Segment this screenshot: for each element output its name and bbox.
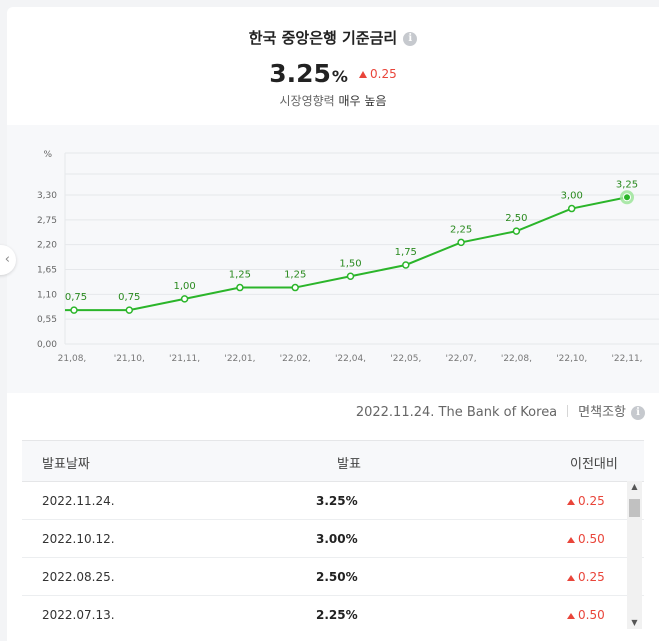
x-tick-label: '21,11,	[169, 354, 200, 364]
data-label: 1,75	[395, 247, 417, 258]
data-point	[346, 272, 355, 281]
triangle-up-icon	[359, 71, 368, 78]
data-point	[623, 193, 631, 202]
title-text: 한국 중앙은행 기준금리	[248, 29, 398, 47]
influence-label: 시장영향력	[279, 94, 335, 108]
x-tick-label: '22,01,	[224, 354, 255, 364]
divider	[567, 405, 569, 417]
data-label: 2,25	[450, 224, 472, 235]
data-point	[291, 283, 299, 292]
disclaimer-link[interactable]: 면책조항	[578, 405, 626, 420]
source-text: 2022.11.24. The Bank of Korea	[355, 405, 558, 420]
y-tick-label: 1,10	[37, 290, 57, 300]
table-header: 발표날짜 발표 이전대비	[22, 440, 644, 482]
row-change-value: 0.50	[578, 608, 605, 622]
interest-rate-card: 한국 중앙은행 기준금리 i 3.25% 0.25 시장영향력 매우 높음 % 0,…	[7, 7, 659, 641]
data-point	[512, 227, 521, 235]
row-change: 0.25	[567, 570, 605, 584]
table-row: 2022.08.25. 2.50% 0.25	[22, 558, 644, 596]
data-label: 0,75	[65, 292, 87, 303]
series-line	[65, 196, 628, 312]
chevron-left-icon[interactable]: ‹	[0, 245, 16, 275]
row-date: 2022.08.25.	[42, 570, 115, 584]
row-change-value: 0.25	[578, 570, 605, 584]
data-point	[567, 204, 576, 213]
y-tick-label: 1,65	[37, 266, 57, 276]
row-change: 0.25	[567, 494, 605, 508]
y-unit-label: %	[43, 150, 52, 160]
rate-change-value: 0.25	[370, 67, 397, 81]
x-tick-label: '22,04,	[335, 354, 366, 364]
x-tick-label: 21,08,	[58, 354, 87, 364]
table-row: 2022.11.24. 3.25% 0.25	[22, 482, 644, 520]
data-label: 3,00	[561, 191, 583, 202]
data-label: 2,50	[505, 213, 527, 224]
rate-change: 0.25	[359, 67, 397, 81]
row-rate: 2.25%	[316, 608, 358, 622]
info-icon[interactable]: i	[631, 405, 645, 420]
table-row: 2022.07.13. 2.25% 0.50	[22, 596, 644, 632]
y-tick-label: 2,75	[37, 216, 57, 226]
row-date: 2022.11.24.	[42, 494, 115, 508]
header-change: 이전대비	[570, 457, 618, 472]
table-body[interactable]: 2022.11.24. 3.25% 0.25 2022.10.12. 3.00%…	[22, 482, 644, 632]
data-point	[236, 283, 244, 292]
y-tick-label: 0,55	[37, 315, 57, 325]
x-tick-label: '22,07,	[446, 354, 477, 364]
table-row: 2022.10.12. 3.00% 0.50	[22, 520, 644, 558]
rate-history-table: 발표날짜 발표 이전대비 2022.11.24. 3.25% 0.25 2022…	[22, 440, 644, 632]
rate-unit: %	[331, 67, 348, 86]
row-rate: 3.25%	[316, 494, 358, 508]
triangle-up-icon	[567, 575, 575, 581]
row-date: 2022.10.12.	[42, 532, 115, 546]
scroll-up-arrow-icon[interactable]: ▲	[631, 482, 638, 491]
row-date: 2022.07.13.	[42, 608, 115, 622]
x-tick-label: '22,05,	[390, 354, 421, 364]
y-tick-label: 2,20	[37, 241, 57, 251]
triangle-up-icon	[567, 613, 575, 619]
triangle-up-icon	[567, 499, 575, 505]
row-change-value: 0.25	[578, 494, 605, 508]
info-icon[interactable]: i	[403, 31, 418, 46]
x-tick-label: '22,08,	[501, 354, 532, 364]
table-scrollbar[interactable]: ▲ ▼	[627, 481, 642, 629]
data-point	[457, 238, 465, 247]
row-change-value: 0.50	[578, 532, 605, 546]
row-change: 0.50	[567, 532, 605, 546]
header-date: 발표날짜	[42, 457, 90, 472]
row-change: 0.50	[567, 608, 605, 622]
y-tick-label: 0,00	[37, 340, 57, 350]
source-row: 2022.11.24. The Bank of Korea 면책조항 i	[7, 401, 645, 420]
x-tick-label: '22,02,	[280, 354, 311, 364]
row-rate: 2.50%	[316, 570, 358, 584]
triangle-up-icon	[567, 537, 575, 543]
data-label: 1,25	[284, 270, 306, 281]
rate-header: 한국 중앙은행 기준금리 i 3.25% 0.25 시장영향력 매우 높음	[7, 7, 659, 125]
header-rate: 발표	[337, 457, 361, 472]
data-point	[125, 306, 134, 314]
market-influence: 시장영향력 매우 높음	[7, 92, 659, 109]
x-tick-label: '22,10,	[556, 354, 587, 364]
data-label: 1,25	[229, 270, 251, 281]
rate-value: 3.25	[269, 59, 331, 88]
row-rate: 3.00%	[316, 532, 358, 546]
scroll-thumb[interactable]	[629, 499, 640, 517]
x-tick-label: '22,11,	[611, 354, 642, 364]
x-tick-label: '21,10,	[114, 354, 145, 364]
scroll-down-arrow-icon[interactable]: ▼	[631, 618, 638, 627]
data-point	[180, 295, 189, 303]
influence-level: 매우 높음	[338, 94, 387, 108]
card-title: 한국 중앙은행 기준금리 i	[7, 27, 659, 48]
data-point	[402, 261, 410, 269]
data-label: 0,75	[118, 292, 140, 303]
y-tick-label: 3,30	[37, 191, 57, 201]
data-point	[70, 306, 78, 314]
data-label: 1,00	[173, 281, 195, 292]
current-rate: 3.25% 0.25	[7, 59, 659, 88]
data-label: 3,25	[616, 179, 638, 190]
data-label: 1,50	[339, 258, 361, 269]
chart-svg: % 0,00 0,55 1,10 1,65 2,20 2,75 3,30 21,08, '21,1…	[37, 150, 659, 364]
rate-chart: % 0,00 0,55 1,10 1,65 2,20 2,75 3,30 21,08, '21,1…	[7, 125, 659, 393]
